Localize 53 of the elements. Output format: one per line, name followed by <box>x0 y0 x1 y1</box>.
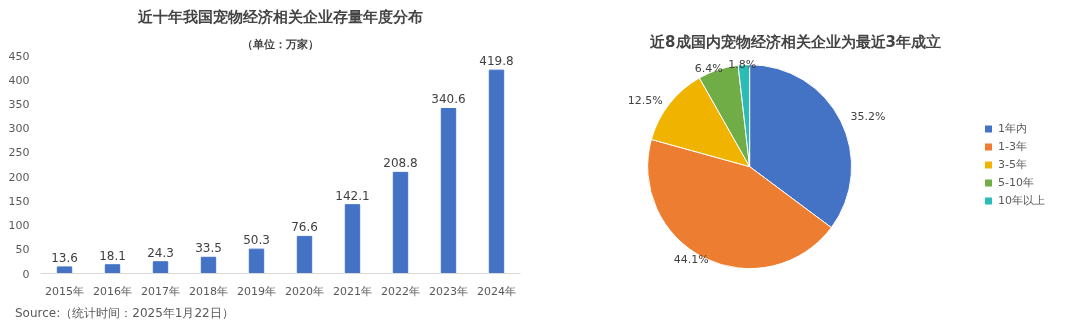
chart-title: 近十年我国宠物经济相关企业存量年度分布 <box>137 7 423 26</box>
bar <box>344 204 361 274</box>
y-tick-label: 100 <box>8 219 30 233</box>
data-label: 18.1 <box>99 248 126 263</box>
x-tick-label: 2021年 <box>333 284 372 298</box>
y-tick-label: 0 <box>22 267 30 281</box>
x-tick-label: 2016年 <box>93 284 132 298</box>
legend-label: 1-3年 <box>998 138 1027 154</box>
x-tick-label: 2023年 <box>429 284 468 298</box>
legend-label: 1年内 <box>998 120 1027 136</box>
data-label: 12.5% <box>627 94 663 108</box>
legend-label: 3-5年 <box>998 156 1027 172</box>
data-label: 340.6 <box>431 92 466 107</box>
x-tick-label: 2019年 <box>237 284 276 298</box>
bar <box>296 235 313 274</box>
bar <box>104 264 121 274</box>
y-tick-label: 450 <box>8 49 30 63</box>
chart-title: 近8成国内宠物经济相关企业为最近3年成立 <box>649 32 941 51</box>
data-label: 208.8 <box>383 156 418 171</box>
x-tick-label: 2022年 <box>381 284 420 298</box>
bar <box>440 108 457 274</box>
data-label: 76.6 <box>291 220 318 235</box>
data-label: 50.3 <box>243 233 270 248</box>
y-tick-label: 50 <box>15 243 30 257</box>
bar <box>392 171 409 274</box>
x-tick-label: 2017年 <box>141 284 180 298</box>
data-label: 13.6 <box>51 250 78 265</box>
source-note: Source:（统计时间：2025年1月22日） <box>15 305 234 322</box>
data-label: 24.3 <box>147 245 174 260</box>
data-label: 6.4% <box>694 62 723 76</box>
bar <box>200 256 217 274</box>
legend-label: 5-10年 <box>998 174 1034 190</box>
data-label: 419.8 <box>479 54 514 69</box>
x-tick-label: 2015年 <box>45 284 84 298</box>
chart-subtitle: （单位：万家） <box>242 37 319 51</box>
x-tick-label: 2018年 <box>189 284 228 298</box>
data-label: 44.1% <box>673 252 709 266</box>
y-tick-label: 400 <box>8 73 30 87</box>
y-tick-label: 250 <box>8 146 30 160</box>
y-tick-label: 200 <box>8 170 30 184</box>
bar <box>152 261 169 274</box>
legend-label: 10年以上 <box>998 192 1045 208</box>
y-tick-label: 300 <box>8 122 30 136</box>
bar <box>248 248 265 274</box>
x-tick-label: 2020年 <box>285 284 324 298</box>
bar <box>488 69 505 274</box>
y-tick-label: 350 <box>8 97 30 111</box>
data-label: 33.5 <box>195 241 222 256</box>
data-label: 142.1 <box>335 188 370 203</box>
x-tick-label: 2024年 <box>477 284 516 298</box>
data-label: 35.2% <box>850 110 886 124</box>
bar <box>56 266 73 274</box>
y-tick-label: 150 <box>8 194 30 208</box>
